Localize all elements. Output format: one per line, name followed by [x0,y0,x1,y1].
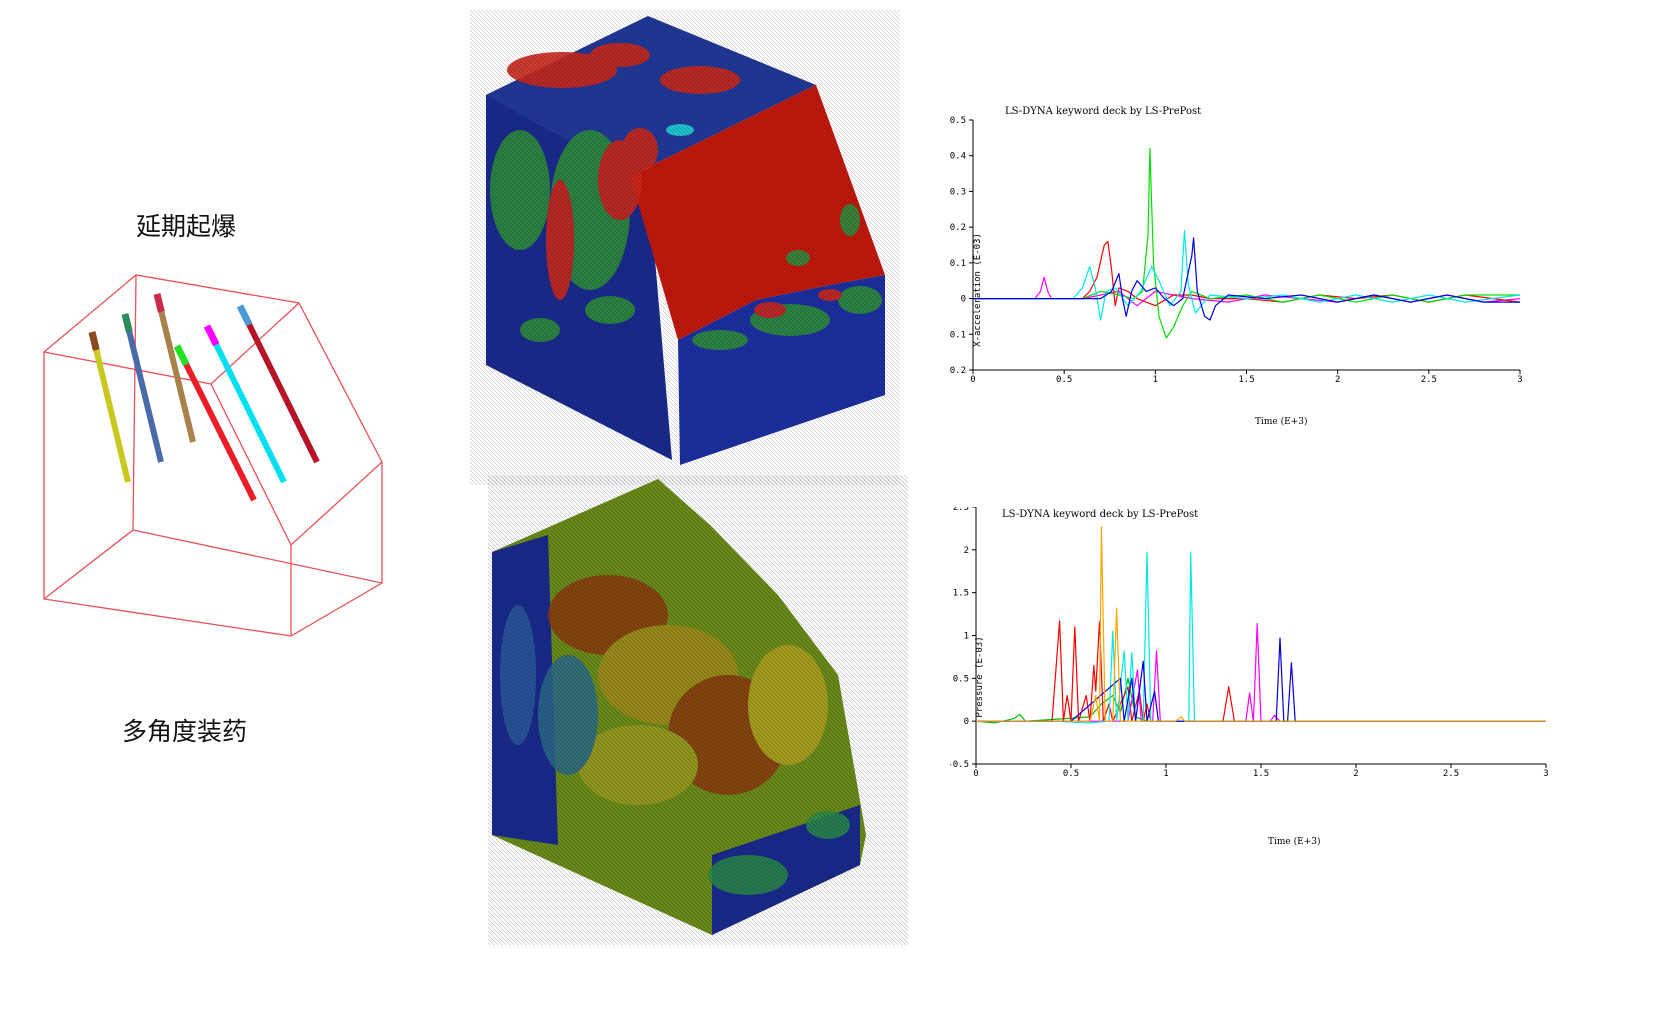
y-tick-label: 1 [964,632,969,642]
y-tick-label: 1.5 [953,589,969,599]
x-tick-label: 2.5 [1421,375,1437,385]
series-line [973,237,1520,321]
simulation-block-upper [470,10,900,485]
x-tick-label: 0 [973,769,978,779]
pressure-chart: LS-DYNA keyword deck by LS-PrePost Time … [950,507,1549,847]
delay-detonation-label: 延期起爆 [136,212,237,241]
x-tick-label: 1.5 [1253,769,1269,779]
charge-hole [174,344,257,502]
y-tick-label: 0 [964,717,969,727]
charge-hole-tip [236,304,253,327]
series-line [973,276,1521,307]
y-tick-label: 0.1 [950,259,966,269]
simulation-block-lower [488,475,908,945]
y-tick-label: 2.5 [953,507,969,513]
y-tick-label: 0.4 [950,152,966,162]
chart-xlabel: Time (E+3) [1268,836,1320,847]
series-line [976,551,1546,724]
x-tick-label: 1 [1163,769,1168,779]
charge-hole-tip [88,331,100,351]
chart-xlabel: Time (E+3) [1255,416,1307,427]
x-tick-label: 3 [1517,375,1522,385]
x-tick-label: 0.5 [1056,375,1072,385]
slope-wireframe-diagram [43,274,383,637]
chart-ylabel: Pressure (E-03) [975,636,985,717]
chart-ylabel: X-acceleration (E-03) [973,233,983,347]
series-line [973,148,1520,339]
y-tick-label: 2 [964,546,969,556]
x-tick-label: 0.5 [1063,769,1079,779]
series-line [973,240,1521,307]
x-tick-label: 2.5 [1443,769,1459,779]
charge-hole [237,304,320,464]
y-tick-label: -0.5 [950,760,969,770]
x-acceleration-chart: LS-DYNA keyword deck by LS-PrePost Time … [950,106,1523,427]
y-tick-label: 0.3 [950,187,966,197]
y-tick-label: -0.2 [950,366,966,376]
charge-hole [154,293,196,443]
charge-hole [89,331,131,483]
y-tick-label: 0.5 [953,674,969,684]
x-tick-label: 2 [1335,375,1340,385]
charge-hole-tip [203,324,220,347]
x-tick-label: 0 [970,375,975,385]
y-tick-label: 0.2 [950,223,966,233]
series-line [973,230,1521,321]
series-line [976,526,1546,722]
charge-holes [88,293,320,502]
charge-hole-tip [153,293,165,313]
charge-hole-tip [121,313,133,333]
multi-angle-charge-label: 多角度装药 [122,717,248,746]
x-tick-label: 1 [1153,375,1158,385]
chart-title: LS-DYNA keyword deck by LS-PrePost [1005,106,1201,117]
charge-hole-tip [173,344,190,367]
charge-hole [204,324,287,484]
chart-title: LS-DYNA keyword deck by LS-PrePost [1002,509,1198,520]
y-tick-label: 0.5 [950,116,966,126]
y-tick-label: 0 [961,295,966,305]
x-tick-label: 1.5 [1238,375,1254,385]
charge-hole [122,313,164,463]
x-tick-label: 2 [1353,769,1358,779]
series-line [976,620,1546,722]
y-tick-label: -0.1 [950,330,966,340]
x-tick-label: 3 [1543,769,1548,779]
